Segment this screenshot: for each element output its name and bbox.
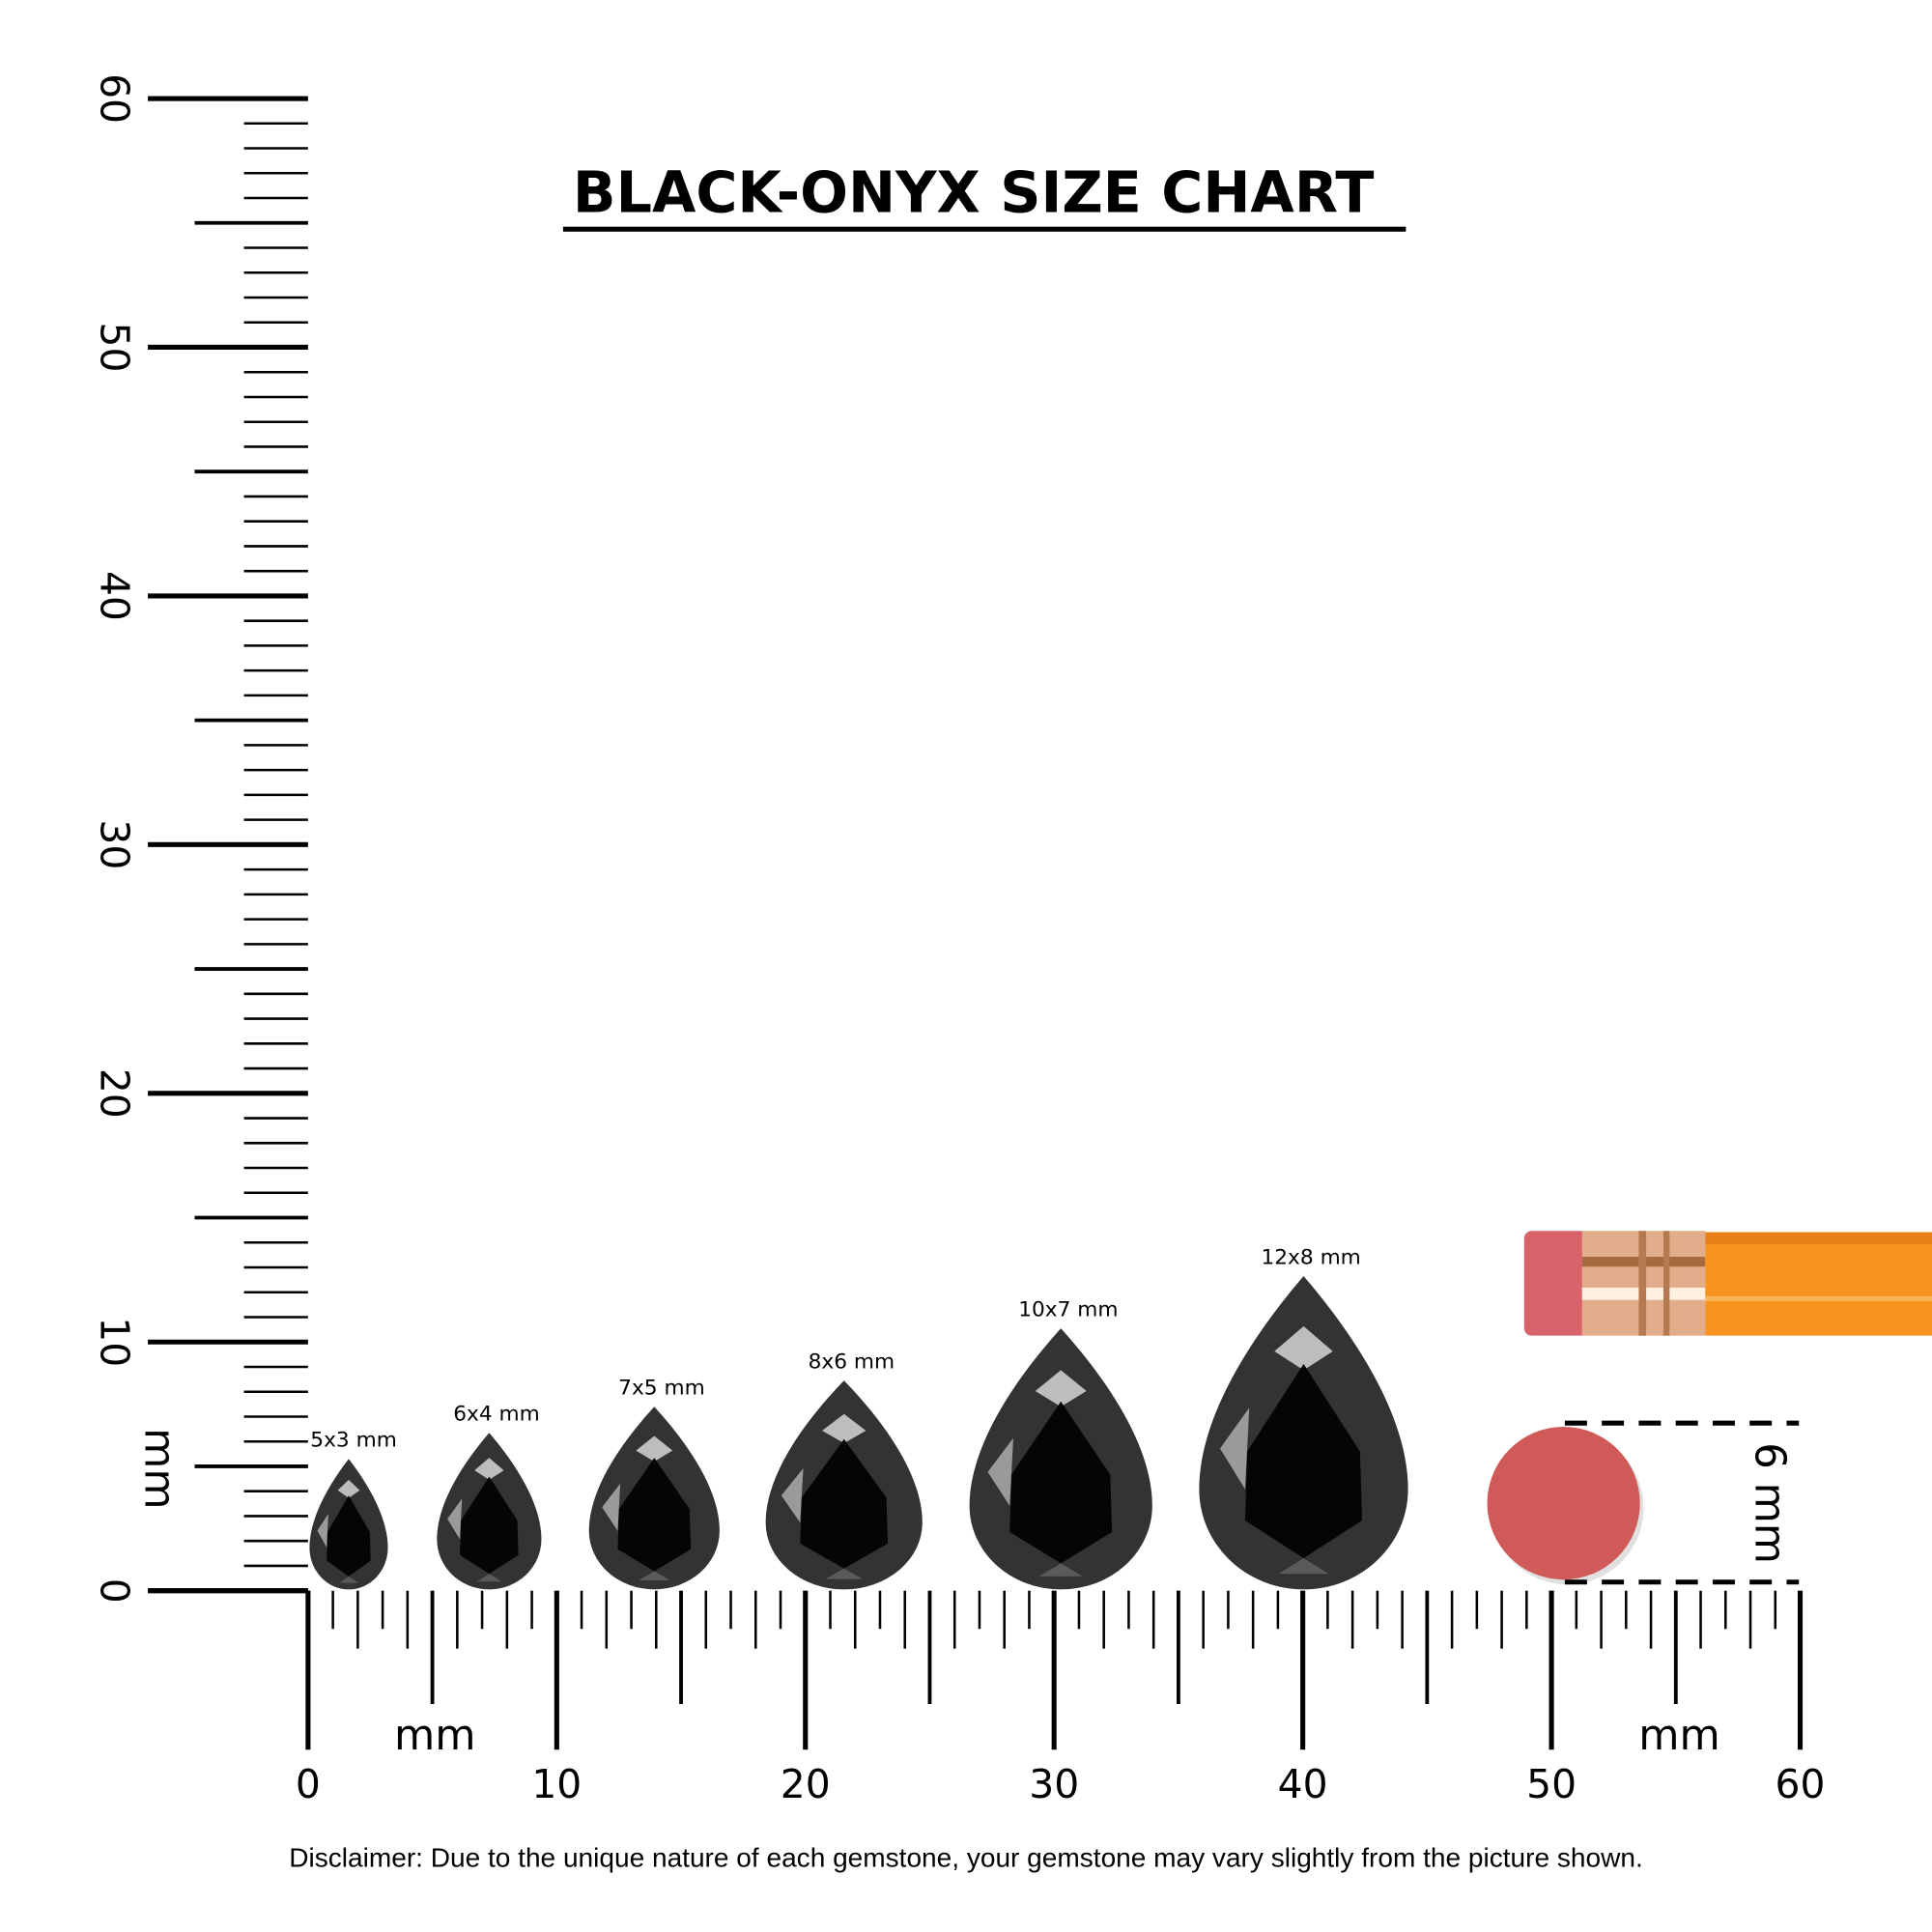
eraser-reference xyxy=(1487,1427,1640,1580)
gemstone-5x3mm: 5x3 mm xyxy=(309,1428,397,1590)
horizontal-tick-label: 20 xyxy=(781,1761,831,1807)
gemstone-8x6mm: 8x6 mm xyxy=(765,1350,923,1590)
unit-label-vertical: mm xyxy=(135,1428,184,1509)
vertical-tick-label: 30 xyxy=(92,819,138,869)
gem-facet-highlight xyxy=(822,1413,867,1444)
horizontal-tick-label: 40 xyxy=(1278,1761,1328,1807)
horizontal-tick-label: 50 xyxy=(1526,1761,1577,1807)
gem-facet-highlight xyxy=(987,1437,1014,1506)
gem-facet xyxy=(825,1568,864,1579)
pencil-body xyxy=(1705,1232,1932,1336)
gem-facet xyxy=(639,1571,670,1580)
gem-size-label: 12x8 mm xyxy=(1261,1245,1360,1269)
horizontal-tick-label: 0 xyxy=(296,1761,321,1807)
gem-facet-highlight xyxy=(602,1483,621,1531)
horizontal-tick-label: 60 xyxy=(1776,1761,1826,1807)
gem-facet-highlight xyxy=(447,1498,463,1540)
gem-facet xyxy=(476,1574,502,1582)
gemstone-10x7mm: 10x7 mm xyxy=(969,1297,1152,1590)
unit-label-left: mm xyxy=(394,1712,475,1760)
gem-facet-highlight xyxy=(636,1435,673,1462)
gemstone-12x8mm: 12x8 mm xyxy=(1199,1245,1408,1590)
gem-facet-highlight xyxy=(474,1458,504,1480)
vertical-ruler xyxy=(148,96,308,1594)
chart-title: BLACK-ONYX SIZE CHART xyxy=(573,159,1374,225)
unit-label-right: mm xyxy=(1638,1712,1719,1760)
gem-facet xyxy=(339,1576,358,1583)
gem-table xyxy=(327,1495,371,1577)
gem-facet xyxy=(1278,1557,1329,1575)
vertical-tick-label: 0 xyxy=(92,1578,138,1604)
gem-facet-highlight xyxy=(1274,1325,1333,1371)
vertical-tick-label: 40 xyxy=(92,571,138,621)
gem-size-label: 10x7 mm xyxy=(1018,1297,1118,1321)
vertical-tick-label: 10 xyxy=(92,1317,138,1367)
gem-facet xyxy=(1038,1563,1083,1577)
gem-table xyxy=(800,1438,889,1569)
horizontal-tick-label: 30 xyxy=(1029,1761,1079,1807)
gem-size-label: 7x5 mm xyxy=(618,1376,705,1400)
vertical-tick-label: 60 xyxy=(92,73,138,124)
gem-facet-highlight xyxy=(337,1479,360,1498)
title-underline xyxy=(562,226,1406,232)
gem-facet-highlight xyxy=(317,1514,328,1548)
pencil-image xyxy=(1523,1231,1932,1336)
gem-size-label: 5x3 mm xyxy=(310,1428,397,1452)
gem-table xyxy=(617,1458,692,1572)
gem-table xyxy=(1009,1401,1113,1564)
gem-table xyxy=(460,1476,519,1575)
gemstone-7x5mm: 7x5 mm xyxy=(588,1376,720,1590)
pencil-eraser xyxy=(1523,1231,1589,1336)
gem-table xyxy=(1244,1363,1363,1558)
gem-size-label: 8x6 mm xyxy=(809,1350,895,1374)
horizontal-ruler xyxy=(148,1588,1804,1750)
vertical-ruler-labels: 0 10 20 30 40 50 60 xyxy=(92,73,138,1604)
reference-label: 6 mm xyxy=(1746,1442,1794,1564)
horizontal-ruler-labels: 0 10 20 30 40 50 60 xyxy=(296,1761,1826,1807)
vertical-tick-label: 50 xyxy=(92,323,138,373)
gemstone-6x4mm: 6x4 mm xyxy=(437,1402,542,1590)
gem-facet-highlight xyxy=(1219,1407,1250,1490)
gem-facet-highlight xyxy=(1035,1370,1087,1407)
disclaimer: Disclaimer: Due to the unique nature of … xyxy=(289,1842,1642,1872)
gem-facet-highlight xyxy=(781,1467,804,1523)
gemstones: 5x3 mm 6x4 mm 7x5 mm 8x6 mm 10x7 mm 12x8 mm xyxy=(309,1245,1408,1590)
horizontal-tick-label: 10 xyxy=(531,1761,582,1807)
vertical-tick-label: 20 xyxy=(92,1068,138,1119)
gem-size-label: 6x4 mm xyxy=(453,1402,540,1426)
